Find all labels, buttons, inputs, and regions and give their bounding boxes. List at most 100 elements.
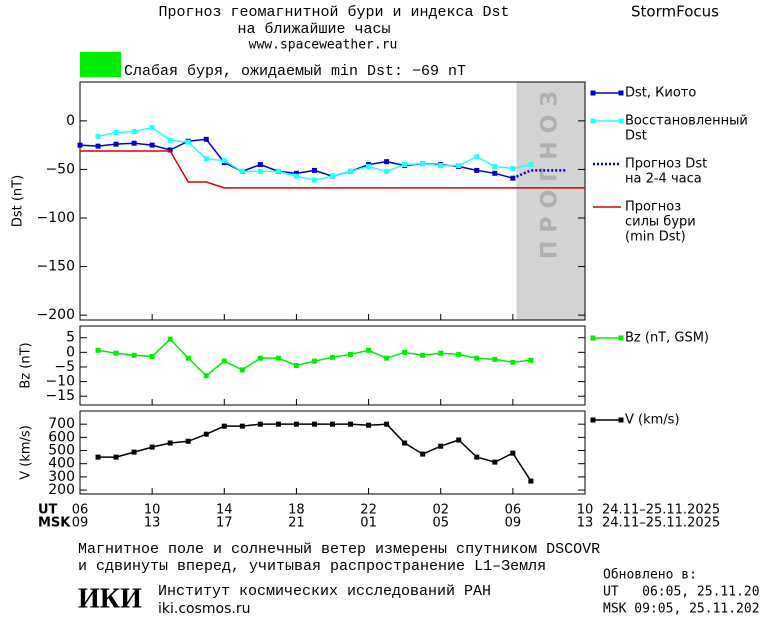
point <box>492 170 498 176</box>
y-tick-label: 300 <box>48 469 75 485</box>
point <box>149 444 155 450</box>
point <box>492 459 498 465</box>
title: на ближайшие часы <box>237 21 390 38</box>
legend-label: Восстановленный <box>625 114 748 129</box>
y-tick-label: 0 <box>66 344 75 360</box>
point <box>239 423 245 429</box>
y-tick-label: 5 <box>66 330 75 346</box>
series-line <box>80 150 585 189</box>
status: Слабая буря, ожидаемый min Dst: −69 nT <box>124 63 466 80</box>
point <box>95 143 101 149</box>
x-axis-label: MSK <box>38 516 71 531</box>
point <box>384 168 390 174</box>
y-tick-label: −200 <box>37 307 75 323</box>
institute: Институт космических исследований РАН <box>158 583 491 600</box>
y-tick-label: 0 <box>66 113 75 129</box>
legend-marker <box>590 417 596 423</box>
point <box>366 164 372 170</box>
x-tick-label: 02 <box>432 503 449 518</box>
status-color <box>80 52 121 77</box>
point <box>113 454 119 460</box>
point <box>149 142 155 148</box>
plot-frame <box>79 410 586 495</box>
y-tick-label: −100 <box>37 210 75 226</box>
updated: UT 06:05, 25.11.2025 <box>603 585 760 600</box>
series-line <box>97 338 531 377</box>
y-tick-label: 200 <box>48 482 75 498</box>
x-tick-label: 17 <box>216 516 233 531</box>
point <box>438 163 444 169</box>
point <box>510 359 516 365</box>
y-axis-label: Bz (nT) <box>19 342 34 388</box>
point <box>113 350 119 356</box>
point <box>474 154 480 160</box>
legend-marker <box>590 118 596 124</box>
x-date: 24.11–25.11.2025 <box>602 516 720 531</box>
y-tick-label: 700 <box>48 416 75 432</box>
point <box>438 443 444 449</box>
point <box>402 162 408 168</box>
y-axis-label: Dst (nT) <box>11 175 26 227</box>
y-tick-label: −5 <box>54 359 75 375</box>
point <box>456 163 462 169</box>
point <box>420 451 426 457</box>
x-tick-label: 10 <box>144 503 161 518</box>
point <box>348 168 354 174</box>
point <box>293 363 299 368</box>
point <box>293 421 299 427</box>
point <box>330 421 335 427</box>
point <box>113 130 119 136</box>
point <box>474 167 480 173</box>
legend-marker <box>618 335 624 341</box>
y-tick-label: −50 <box>45 161 75 177</box>
y-axis-label: V (km/s) <box>19 425 34 480</box>
legend-label: Прогноз Dst <box>625 157 707 172</box>
point <box>330 173 335 179</box>
x-tick-label: 13 <box>577 516 594 531</box>
point <box>330 354 335 360</box>
point <box>131 449 137 455</box>
point <box>275 355 281 361</box>
point <box>275 421 281 427</box>
point <box>384 159 390 165</box>
x-tick-label: 05 <box>432 516 449 531</box>
y-tick-label: −10 <box>45 374 75 390</box>
point <box>348 351 354 357</box>
updated-title: Обновлено в: <box>603 568 697 583</box>
point <box>257 355 263 361</box>
legend-marker <box>618 417 624 423</box>
point <box>149 353 155 359</box>
brand: StormFocus <box>631 3 719 21</box>
logo: ИКИ <box>78 583 142 614</box>
point <box>203 136 209 142</box>
point <box>257 421 263 427</box>
point <box>167 440 173 446</box>
x-tick-label: 21 <box>288 516 305 531</box>
y-tick-label: −150 <box>37 259 75 275</box>
point <box>492 164 498 170</box>
point <box>113 141 119 147</box>
note: Магнитное поле и солнечный ветер измерен… <box>78 541 600 558</box>
point <box>510 450 516 456</box>
x-tick-label: 18 <box>288 503 305 518</box>
point <box>149 125 155 131</box>
x-axis-label: UT <box>38 503 58 518</box>
point <box>438 350 444 356</box>
point <box>275 168 281 174</box>
point <box>95 133 101 139</box>
legend-marker <box>590 90 596 96</box>
point <box>203 156 209 162</box>
point <box>384 421 390 427</box>
point <box>203 431 209 437</box>
x-tick-label: 09 <box>505 516 522 531</box>
point <box>185 139 191 145</box>
point <box>95 454 101 460</box>
point <box>131 129 137 135</box>
plot-frame <box>79 325 586 406</box>
point <box>203 373 209 379</box>
point <box>474 355 480 361</box>
point <box>185 438 191 444</box>
point <box>257 162 263 168</box>
point <box>131 140 137 146</box>
